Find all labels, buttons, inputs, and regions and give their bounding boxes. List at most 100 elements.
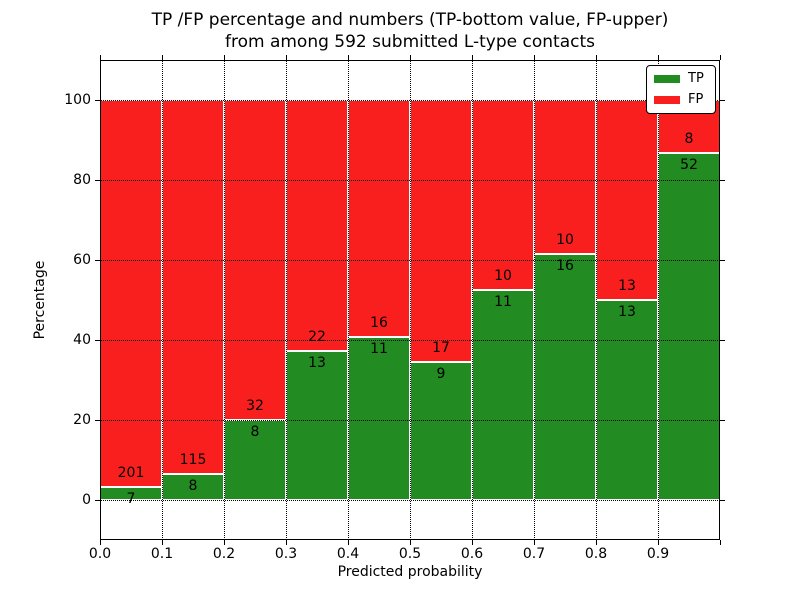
chart-title-line1: TP /FP percentage and numbers (TP-bottom… [151,10,669,30]
tp-count-label: 16 [556,257,574,274]
bar-tp-segment [348,337,410,500]
x-tick-top [658,55,659,60]
legend-fp-label: FP [688,92,704,107]
tp-count-label: 11 [494,294,512,311]
legend-tp-swatch [654,75,680,83]
bar-tp-segment [596,300,658,500]
x-gridline [472,60,473,540]
fp-count-label: 32 [246,398,264,414]
y-tick-label: 40 [73,332,91,348]
tp-count-label: 9 [436,365,446,382]
x-tick-label: 0.5 [398,546,422,562]
chart-title-line2: from among 592 submitted L-type contacts [224,32,595,52]
y-tick-right [720,180,725,181]
fp-count-label: 8 [684,131,694,148]
plot-area: 201 7 115 8 32 8 22 13 16 11 17 9 10 11 10 16 13 13 8 52 [100,60,720,540]
y-tick-label: 0 [82,492,91,508]
y-tick [95,100,100,101]
legend: TP FP [646,65,716,114]
y-tick [95,500,100,501]
fp-count-label: 201 [117,464,145,481]
x-tick [348,540,349,545]
bar-fp-segment [286,100,348,352]
legend-tp-label: TP [688,71,704,86]
fp-count-label: 10 [556,231,574,248]
x-tick [534,540,535,545]
bar-tp-segment [658,153,720,500]
x-tick-label: 0.1 [150,546,174,562]
bar-tp-segment [472,290,534,500]
y-tick [95,180,100,181]
fp-count-label: 115 [179,451,207,468]
x-tick [224,540,225,545]
x-gridline [224,60,225,540]
fp-count-label: 17 [432,339,450,356]
bar-tp-segment [224,420,286,500]
x-tick-top [720,55,721,60]
y-tick [95,260,100,261]
y-tick-right [720,500,725,501]
y-tick-right [720,100,725,101]
legend-entry-fp: FP [654,93,708,107]
fp-count-label: 22 [308,329,326,346]
x-tick-top [472,55,473,60]
x-tick [720,540,721,545]
tp-count-label: 7 [126,490,136,507]
bar-fp-segment [162,100,224,474]
x-tick [658,540,659,545]
x-tick-top [162,55,163,60]
tp-count-label: 11 [370,341,388,358]
x-tick-top [596,55,597,60]
bar-fp-segment [348,100,410,338]
x-tick-top [224,55,225,60]
tp-count-label: 8 [250,424,260,440]
x-gridline [410,60,411,540]
x-gridline [162,60,163,540]
y-axis-label: Percentage [32,260,48,340]
tp-count-label: 13 [618,304,636,320]
bar-fp-segment [100,100,162,487]
tp-count-label: 13 [308,355,326,372]
bar-fp-segment [596,100,658,300]
fp-count-label: 16 [370,315,388,332]
y-tick-right [720,260,725,261]
y-tick-label: 20 [73,412,91,428]
fp-count-label: 13 [618,278,636,294]
bar-tp-segment [410,361,472,500]
bar-fp-segment [472,100,534,291]
x-tick [100,540,101,545]
legend-entry-tp: TP [654,72,708,86]
x-axis-label: Predicted probability [337,564,483,580]
x-tick-label: 0.0 [88,546,112,562]
y-tick [95,420,100,421]
legend-fp-swatch [654,96,680,104]
x-tick-label: 0.2 [212,546,236,562]
y-tick-right [720,420,725,421]
x-gridline [348,60,349,540]
tp-count-label: 52 [680,157,698,174]
x-tick-top [286,55,287,60]
x-tick-label: 0.7 [522,546,546,562]
bar-fp-segment [534,100,596,254]
bar-tp-segment [534,253,596,500]
x-tick-label: 0.6 [460,546,484,562]
x-gridline [534,60,535,540]
y-tick-right [720,340,725,341]
y-tick [95,340,100,341]
x-tick [162,540,163,545]
x-tick-label: 0.8 [584,546,608,562]
x-tick-top [534,55,535,60]
x-tick-label: 0.9 [646,546,670,562]
x-gridline [658,60,659,540]
x-gridline [286,60,287,540]
bar-fp-segment [410,100,472,362]
bar-tp-segment [162,473,224,500]
x-gridline [596,60,597,540]
y-tick-label: 100 [64,92,91,108]
bar-tp-segment [286,351,348,500]
x-tick-label: 0.4 [336,546,360,562]
x-tick [410,540,411,545]
x-tick [286,540,287,545]
tp-count-label: 8 [188,477,198,494]
